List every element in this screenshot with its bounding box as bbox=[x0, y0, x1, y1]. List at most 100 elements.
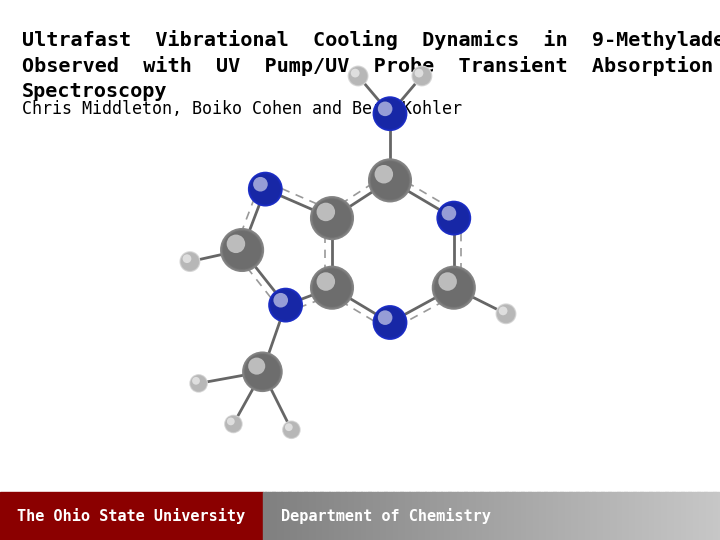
Bar bbox=[311, 492, 314, 540]
Bar bbox=[482, 492, 485, 540]
Bar bbox=[418, 492, 421, 540]
Circle shape bbox=[496, 304, 516, 323]
Bar bbox=[293, 492, 295, 540]
Circle shape bbox=[373, 305, 408, 340]
Circle shape bbox=[495, 303, 516, 324]
Bar bbox=[667, 492, 670, 540]
Circle shape bbox=[368, 158, 412, 202]
Circle shape bbox=[438, 202, 470, 234]
Circle shape bbox=[374, 306, 407, 339]
Bar bbox=[644, 492, 647, 540]
Circle shape bbox=[244, 354, 281, 390]
Bar bbox=[640, 492, 643, 540]
Circle shape bbox=[242, 352, 283, 392]
Circle shape bbox=[245, 354, 280, 389]
Circle shape bbox=[181, 253, 199, 271]
Circle shape bbox=[283, 422, 300, 438]
Circle shape bbox=[317, 272, 335, 291]
Circle shape bbox=[373, 96, 408, 131]
Circle shape bbox=[373, 306, 407, 339]
Bar bbox=[564, 492, 567, 540]
Circle shape bbox=[495, 303, 516, 324]
Circle shape bbox=[283, 421, 300, 438]
Circle shape bbox=[181, 253, 199, 271]
Circle shape bbox=[310, 196, 354, 240]
Circle shape bbox=[374, 97, 406, 130]
Circle shape bbox=[348, 66, 368, 86]
Circle shape bbox=[180, 252, 200, 272]
Circle shape bbox=[312, 198, 352, 238]
Bar bbox=[457, 492, 460, 540]
Bar bbox=[572, 492, 575, 540]
Bar bbox=[503, 492, 505, 540]
Circle shape bbox=[378, 310, 392, 325]
Bar bbox=[391, 492, 394, 540]
Bar bbox=[583, 492, 585, 540]
Circle shape bbox=[348, 66, 368, 86]
Bar bbox=[462, 492, 464, 540]
Bar bbox=[354, 492, 357, 540]
Circle shape bbox=[225, 415, 242, 433]
Circle shape bbox=[243, 353, 282, 390]
Circle shape bbox=[179, 251, 200, 272]
Circle shape bbox=[374, 165, 393, 184]
Circle shape bbox=[374, 307, 405, 338]
Circle shape bbox=[282, 421, 300, 439]
Bar bbox=[704, 492, 707, 540]
Bar bbox=[475, 492, 478, 540]
Circle shape bbox=[434, 268, 474, 308]
Bar bbox=[711, 492, 714, 540]
Circle shape bbox=[220, 228, 264, 272]
Circle shape bbox=[179, 251, 200, 272]
Bar bbox=[455, 492, 458, 540]
Circle shape bbox=[373, 305, 408, 340]
Bar bbox=[487, 492, 490, 540]
Circle shape bbox=[225, 415, 242, 433]
Bar bbox=[496, 492, 499, 540]
Circle shape bbox=[374, 307, 406, 339]
Circle shape bbox=[245, 354, 280, 389]
Bar bbox=[580, 492, 583, 540]
Bar bbox=[638, 492, 641, 540]
Bar bbox=[549, 492, 552, 540]
Circle shape bbox=[249, 173, 282, 206]
Bar bbox=[341, 492, 343, 540]
Bar bbox=[436, 492, 439, 540]
Bar bbox=[599, 492, 602, 540]
Circle shape bbox=[312, 268, 351, 307]
Circle shape bbox=[374, 98, 405, 129]
Circle shape bbox=[438, 202, 469, 234]
Bar bbox=[402, 492, 405, 540]
Bar bbox=[290, 492, 293, 540]
Circle shape bbox=[244, 354, 280, 390]
Bar bbox=[494, 492, 497, 540]
Bar bbox=[323, 492, 325, 540]
Bar bbox=[295, 492, 298, 540]
Circle shape bbox=[348, 66, 368, 85]
Circle shape bbox=[224, 415, 243, 433]
Bar bbox=[702, 492, 704, 540]
Bar bbox=[375, 492, 378, 540]
Circle shape bbox=[222, 230, 262, 270]
Text: Chris Middleton, Boiko Cohen and Bern Kohler: Chris Middleton, Boiko Cohen and Bern Ko… bbox=[22, 100, 462, 118]
Circle shape bbox=[192, 377, 200, 384]
Circle shape bbox=[190, 375, 207, 392]
Circle shape bbox=[374, 98, 406, 130]
Circle shape bbox=[374, 98, 406, 130]
Bar bbox=[361, 492, 364, 540]
Circle shape bbox=[415, 69, 423, 77]
Circle shape bbox=[310, 266, 354, 309]
Circle shape bbox=[497, 305, 515, 323]
Circle shape bbox=[499, 307, 508, 315]
Circle shape bbox=[438, 202, 470, 234]
Circle shape bbox=[243, 353, 282, 391]
Circle shape bbox=[220, 228, 264, 272]
Circle shape bbox=[310, 266, 354, 310]
Circle shape bbox=[373, 305, 408, 340]
Circle shape bbox=[413, 67, 431, 85]
Bar bbox=[594, 492, 597, 540]
Circle shape bbox=[250, 173, 281, 205]
Bar bbox=[338, 492, 341, 540]
Circle shape bbox=[269, 289, 302, 321]
Bar bbox=[420, 492, 423, 540]
